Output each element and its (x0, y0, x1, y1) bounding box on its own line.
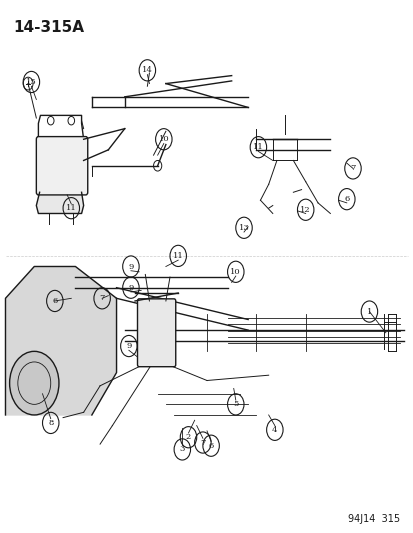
Text: 1: 1 (366, 308, 371, 316)
Text: 7: 7 (200, 439, 205, 447)
Text: 14-315A: 14-315A (14, 20, 85, 35)
Polygon shape (36, 192, 83, 214)
Text: 3: 3 (179, 446, 185, 454)
Text: 13: 13 (238, 224, 249, 232)
Text: 6: 6 (52, 297, 57, 305)
Text: 14: 14 (142, 66, 152, 74)
Text: 12: 12 (300, 206, 310, 214)
Text: 4: 4 (271, 426, 277, 434)
Text: 9: 9 (128, 262, 133, 271)
Text: 11: 11 (252, 143, 263, 151)
Text: 5: 5 (233, 400, 238, 408)
Polygon shape (5, 266, 116, 415)
Text: 6: 6 (208, 442, 213, 450)
Text: 9: 9 (128, 284, 133, 292)
Text: 11: 11 (172, 252, 183, 260)
Text: 10: 10 (230, 268, 240, 276)
Text: 10: 10 (158, 135, 169, 143)
Text: 9: 9 (126, 342, 131, 350)
Text: 7: 7 (349, 164, 355, 172)
Text: 2: 2 (185, 433, 191, 441)
Circle shape (9, 351, 59, 415)
FancyBboxPatch shape (36, 136, 88, 195)
Text: 7: 7 (99, 294, 104, 302)
Text: 94J14  315: 94J14 315 (347, 514, 399, 523)
Text: 15: 15 (26, 78, 37, 86)
Text: 6: 6 (343, 195, 349, 203)
FancyBboxPatch shape (137, 299, 176, 367)
Text: 11: 11 (66, 204, 76, 212)
Text: 8: 8 (48, 419, 53, 427)
